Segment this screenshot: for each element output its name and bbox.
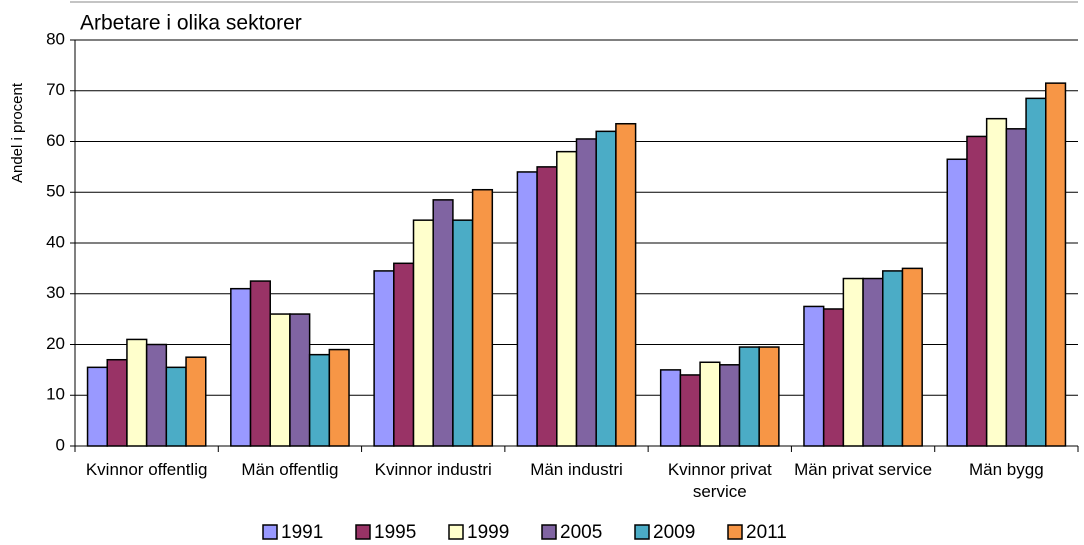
bar <box>595 130 617 447</box>
bar <box>412 219 434 447</box>
legend-swatch <box>355 524 371 540</box>
y-tick-label: 30 <box>46 283 65 302</box>
bar <box>556 150 578 447</box>
legend-label: 1999 <box>467 522 509 543</box>
bar <box>269 313 291 447</box>
bar <box>901 267 923 447</box>
bar <box>230 287 252 447</box>
bar <box>822 308 845 447</box>
y-tick-label: 70 <box>46 80 65 99</box>
bar <box>516 171 538 447</box>
bar <box>1045 82 1067 447</box>
bar <box>86 366 108 447</box>
bar <box>882 270 904 447</box>
bar <box>679 374 701 447</box>
legend-label: 1991 <box>281 522 323 543</box>
bar <box>393 262 415 447</box>
bar <box>106 358 128 447</box>
x-tick-label: Män industri <box>530 460 623 479</box>
x-tick-label: Män bygg <box>969 460 1044 479</box>
bar <box>719 364 741 447</box>
bar <box>308 353 331 447</box>
y-tick-label: 40 <box>46 232 65 251</box>
bar <box>145 343 168 447</box>
bar <box>862 277 884 447</box>
y-tick-label: 60 <box>46 131 65 150</box>
x-tick-label: Kvinnor privat service <box>667 460 772 501</box>
bar <box>328 348 350 447</box>
legend-swatch <box>262 524 278 540</box>
legend-swatch <box>541 524 557 540</box>
bar <box>1005 128 1027 447</box>
legend-label: 2005 <box>560 522 602 543</box>
legend-label: 1995 <box>374 522 416 543</box>
legend-label: 2011 <box>746 522 787 543</box>
bar <box>1025 97 1047 447</box>
x-tick-label: Kvinnor industri <box>374 460 492 479</box>
bar <box>803 305 825 447</box>
bar <box>452 219 474 447</box>
bar <box>432 199 454 447</box>
bar <box>165 366 187 447</box>
bar <box>373 270 395 447</box>
bar <box>126 338 148 447</box>
y-tick-label: 80 <box>46 29 65 48</box>
bar <box>471 188 494 447</box>
x-tick-label: Kvinnor offentlig <box>85 460 208 479</box>
bar <box>946 158 968 447</box>
bar <box>575 138 597 447</box>
x-tick-label: Män privat service <box>794 460 933 479</box>
bar <box>699 361 721 447</box>
bar <box>738 346 760 447</box>
bar <box>185 356 207 447</box>
bar <box>966 135 988 447</box>
chart-title: Arbetare i olika sektorer <box>80 12 302 35</box>
legend-swatch <box>448 524 464 540</box>
bar <box>249 280 271 447</box>
bar <box>615 122 637 447</box>
y-tick-label: 50 <box>46 182 65 201</box>
bar <box>758 346 780 447</box>
x-tick-label: Män offentlig <box>241 460 339 479</box>
bar <box>659 369 682 447</box>
bar <box>536 166 558 447</box>
legend-label: 2009 <box>653 522 695 543</box>
y-tick-label: 20 <box>46 334 65 353</box>
bar <box>842 277 864 447</box>
bar <box>985 117 1008 447</box>
y-tick-label: 0 <box>56 435 65 454</box>
bar <box>289 313 311 447</box>
legend-swatch <box>634 524 650 540</box>
y-tick-label: 10 <box>46 385 65 404</box>
y-axis-label: Andel i procent <box>9 82 26 183</box>
legend-swatch <box>727 524 743 540</box>
